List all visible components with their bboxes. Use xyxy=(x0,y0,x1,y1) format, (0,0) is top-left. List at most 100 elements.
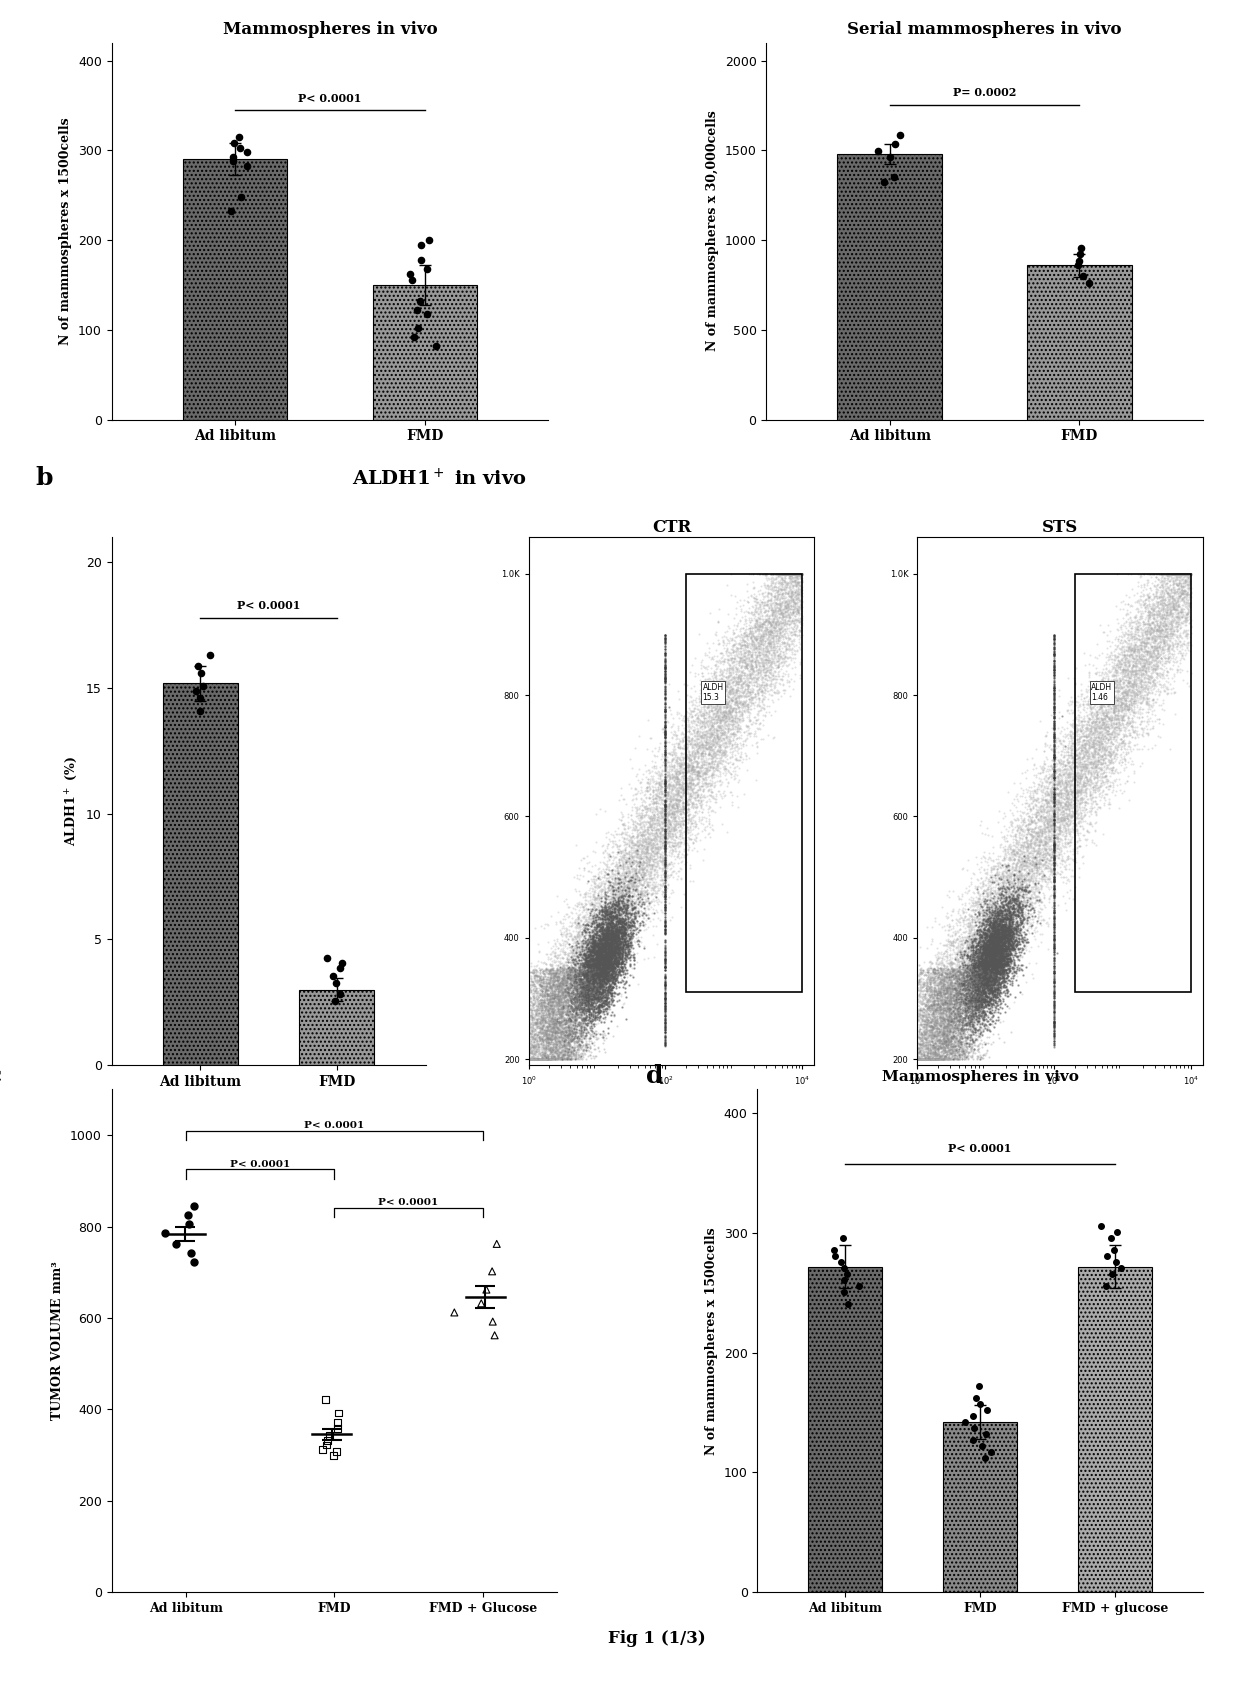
Point xyxy=(1083,743,1102,770)
Point xyxy=(591,933,611,960)
Point xyxy=(578,947,598,974)
Point xyxy=(1037,814,1056,841)
Point xyxy=(1055,751,1075,778)
Point xyxy=(997,959,1017,986)
Point xyxy=(590,921,610,949)
Point xyxy=(944,1003,963,1030)
Point xyxy=(918,935,937,962)
Point xyxy=(965,967,985,995)
Point xyxy=(603,920,622,947)
Point xyxy=(565,974,585,1001)
Point xyxy=(719,729,739,756)
Point xyxy=(997,925,1017,952)
Point xyxy=(965,964,985,991)
Point xyxy=(684,743,704,770)
Point xyxy=(554,955,574,983)
Point xyxy=(1096,707,1116,734)
Point xyxy=(789,593,808,620)
Point xyxy=(1092,722,1112,749)
Point xyxy=(577,918,596,945)
Point xyxy=(949,938,968,966)
Point xyxy=(911,1046,931,1073)
Point xyxy=(572,959,591,986)
Point xyxy=(574,945,594,972)
Point xyxy=(1003,816,1023,843)
Point xyxy=(588,901,608,928)
Point xyxy=(590,933,610,960)
Point xyxy=(946,938,966,966)
Point xyxy=(599,954,619,981)
Point xyxy=(743,708,763,736)
Point xyxy=(656,831,676,858)
Point xyxy=(596,896,616,923)
Point xyxy=(996,899,1016,926)
Point xyxy=(541,1010,560,1037)
Point xyxy=(531,1046,551,1073)
Point xyxy=(538,1000,558,1027)
Point xyxy=(960,967,980,995)
Point xyxy=(1025,811,1045,838)
Point xyxy=(975,877,994,904)
Point xyxy=(616,897,636,925)
Point xyxy=(1059,765,1079,792)
Point xyxy=(1044,802,1064,829)
Point xyxy=(1163,564,1183,591)
Point xyxy=(554,1022,574,1049)
Point xyxy=(773,634,792,661)
Point xyxy=(950,952,970,979)
Point xyxy=(611,899,631,926)
Point xyxy=(534,1046,554,1073)
Point xyxy=(769,596,789,623)
Point xyxy=(651,788,671,816)
Point xyxy=(678,707,698,734)
Point xyxy=(1164,620,1184,647)
Point xyxy=(622,882,642,909)
Point xyxy=(229,135,249,162)
Point xyxy=(556,955,575,983)
Point xyxy=(1044,945,1064,972)
Point xyxy=(608,852,627,879)
Point xyxy=(972,947,992,974)
Point xyxy=(575,894,595,921)
Point xyxy=(764,616,784,644)
Point xyxy=(549,1044,569,1071)
Point xyxy=(1083,673,1102,700)
Point xyxy=(667,843,687,870)
Point xyxy=(536,1027,556,1054)
Point xyxy=(658,872,678,899)
Point xyxy=(673,811,693,838)
Point xyxy=(656,824,676,852)
Point xyxy=(559,1020,579,1047)
Point xyxy=(662,765,682,792)
Point xyxy=(599,991,619,1018)
Point xyxy=(941,1027,961,1054)
Point xyxy=(961,989,981,1017)
Point xyxy=(1131,669,1151,697)
Point xyxy=(1128,698,1148,725)
Point xyxy=(611,957,631,984)
Point xyxy=(583,933,603,960)
Point xyxy=(542,984,562,1012)
Point xyxy=(1148,678,1168,705)
Point xyxy=(578,957,598,984)
Point xyxy=(918,1005,937,1032)
Point xyxy=(634,845,653,872)
Point xyxy=(1174,560,1194,588)
Point xyxy=(517,960,537,988)
Point xyxy=(625,901,645,928)
Point xyxy=(637,846,657,874)
Point xyxy=(656,954,676,981)
Point xyxy=(781,560,801,588)
Point xyxy=(1058,697,1078,724)
Point xyxy=(936,926,956,954)
Point xyxy=(1003,862,1023,889)
Point xyxy=(563,979,583,1006)
Point xyxy=(973,954,993,981)
Point xyxy=(1172,576,1192,603)
Point xyxy=(598,848,618,875)
Point xyxy=(599,932,619,959)
Point xyxy=(1050,778,1070,806)
Point xyxy=(582,972,601,1000)
Point xyxy=(591,967,611,995)
Point xyxy=(1008,816,1028,843)
